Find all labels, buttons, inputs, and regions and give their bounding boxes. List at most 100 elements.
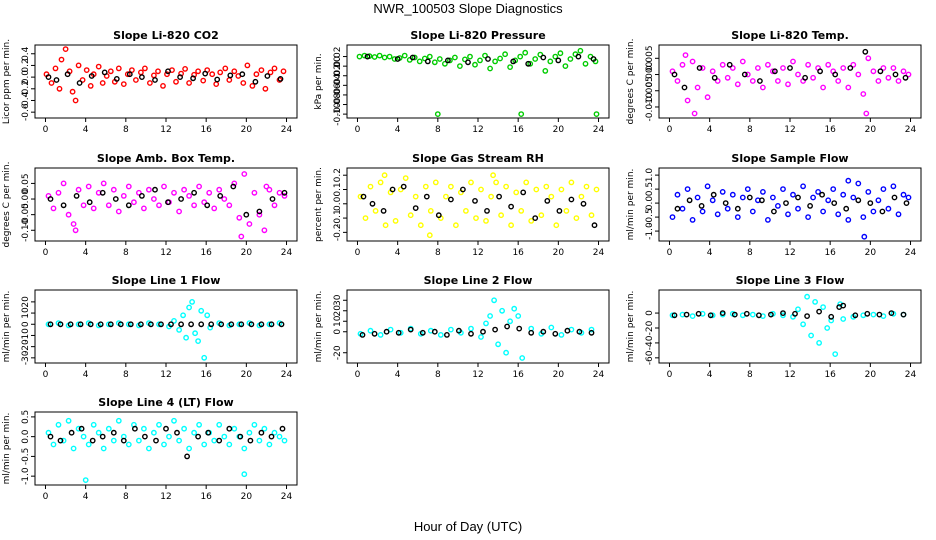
data-point [694, 84, 701, 91]
data-point-highlight [532, 215, 539, 222]
data-point [95, 429, 102, 436]
y-tick-label: -0.06 [333, 83, 343, 107]
x-tick-label: 4 [707, 125, 713, 135]
y-tick-label: -20 [21, 339, 31, 354]
data-point-highlight [258, 321, 265, 328]
data-point [236, 214, 243, 221]
panel-title: Slope Li-820 CO2 [113, 29, 219, 42]
data-point-highlight [783, 200, 789, 207]
y-tick-label: -0.010 [645, 92, 655, 121]
data-point [231, 68, 238, 75]
data-point [739, 58, 746, 65]
data-point [828, 317, 835, 324]
data-point [182, 66, 189, 72]
data-point-highlight [383, 328, 390, 335]
data-point [830, 186, 837, 193]
data-point-highlight [876, 311, 883, 318]
data-point [805, 61, 811, 68]
data-point [557, 50, 564, 57]
data-point-highlight [504, 323, 510, 330]
data-point [729, 65, 736, 71]
data-point [426, 53, 433, 60]
data-point [785, 81, 791, 88]
data-point-highlight [696, 65, 703, 71]
data-point [238, 233, 245, 240]
data-point [497, 55, 503, 62]
data-point [181, 425, 188, 432]
data-point [266, 441, 273, 448]
data-point [145, 445, 152, 452]
data-point [473, 215, 479, 222]
data-point [820, 84, 826, 91]
panel-title: Slope Line 3 Flow [736, 274, 845, 287]
y-tick-label: 0.5 [645, 182, 655, 196]
data-point-highlight [226, 425, 233, 432]
data-point-highlight [759, 197, 765, 204]
data-point-highlight [208, 321, 215, 328]
panel-5: Slope Gas Stream RH percent per min. 0 4 8 12… [314, 152, 610, 258]
data-point [552, 53, 559, 60]
data-point [155, 68, 161, 75]
data-point [60, 180, 67, 187]
data-point [171, 417, 177, 424]
data-point [216, 186, 223, 193]
data-point [760, 188, 766, 195]
data-point-highlight [465, 59, 471, 66]
data-point-highlight [683, 311, 690, 318]
data-point [271, 429, 278, 436]
data-point [135, 189, 142, 196]
data-point [183, 334, 190, 341]
x-tick-label: 20 [241, 248, 253, 258]
data-point [85, 441, 92, 448]
data-point [240, 80, 247, 86]
data-point [527, 60, 534, 67]
data-point [87, 83, 94, 89]
data-point-highlight [99, 433, 106, 440]
x-tick-label: 24 [905, 125, 917, 135]
data-point-highlight [125, 202, 132, 209]
data-point [724, 74, 731, 81]
data-point [130, 199, 137, 206]
y-tick-label: -20 [645, 320, 655, 335]
y-tick-label: 0.00 [21, 189, 31, 209]
data-point [765, 216, 771, 223]
y-tick-label: 0.2 [21, 58, 31, 72]
data-point-highlight [268, 433, 275, 440]
data-point [171, 317, 177, 324]
data-point [107, 68, 114, 75]
data-point-highlight [47, 196, 54, 202]
data-point-highlight [756, 312, 762, 319]
data-point [195, 68, 202, 75]
data-point-highlight [792, 310, 798, 317]
data-point-highlight [97, 321, 104, 328]
x-tick-label: 24 [593, 125, 605, 135]
x-tick-label: 20 [865, 248, 877, 258]
data-point [447, 326, 454, 333]
y-axis-label: ml/min per min. [626, 291, 636, 363]
data-point-highlight [380, 207, 387, 214]
y-tick-label: -1.0 [21, 467, 31, 485]
data-point [120, 81, 127, 88]
data-point [749, 78, 756, 84]
data-point-highlight [892, 71, 899, 78]
x-tick-label: 24 [281, 248, 293, 258]
data-point-highlight [112, 196, 119, 202]
data-point [372, 207, 379, 214]
y-tick-label: -60 [645, 350, 655, 365]
data-point [110, 437, 117, 444]
x-tick-label: 12 [784, 125, 795, 135]
x-tick-label: 16 [824, 370, 836, 380]
data-point-highlight [371, 330, 378, 337]
data-point-highlight [862, 48, 869, 55]
data-point [176, 437, 183, 444]
data-point-highlight [681, 84, 688, 91]
data-point [790, 58, 796, 65]
x-tick-label: 12 [784, 370, 795, 380]
y-tick-label: -0.10 [333, 102, 343, 126]
data-point-highlight [101, 69, 108, 76]
y-tick-label: -30 [21, 350, 31, 365]
data-point-highlight [64, 71, 71, 78]
data-point [281, 437, 288, 444]
data-point [70, 221, 77, 227]
data-point [145, 186, 152, 193]
